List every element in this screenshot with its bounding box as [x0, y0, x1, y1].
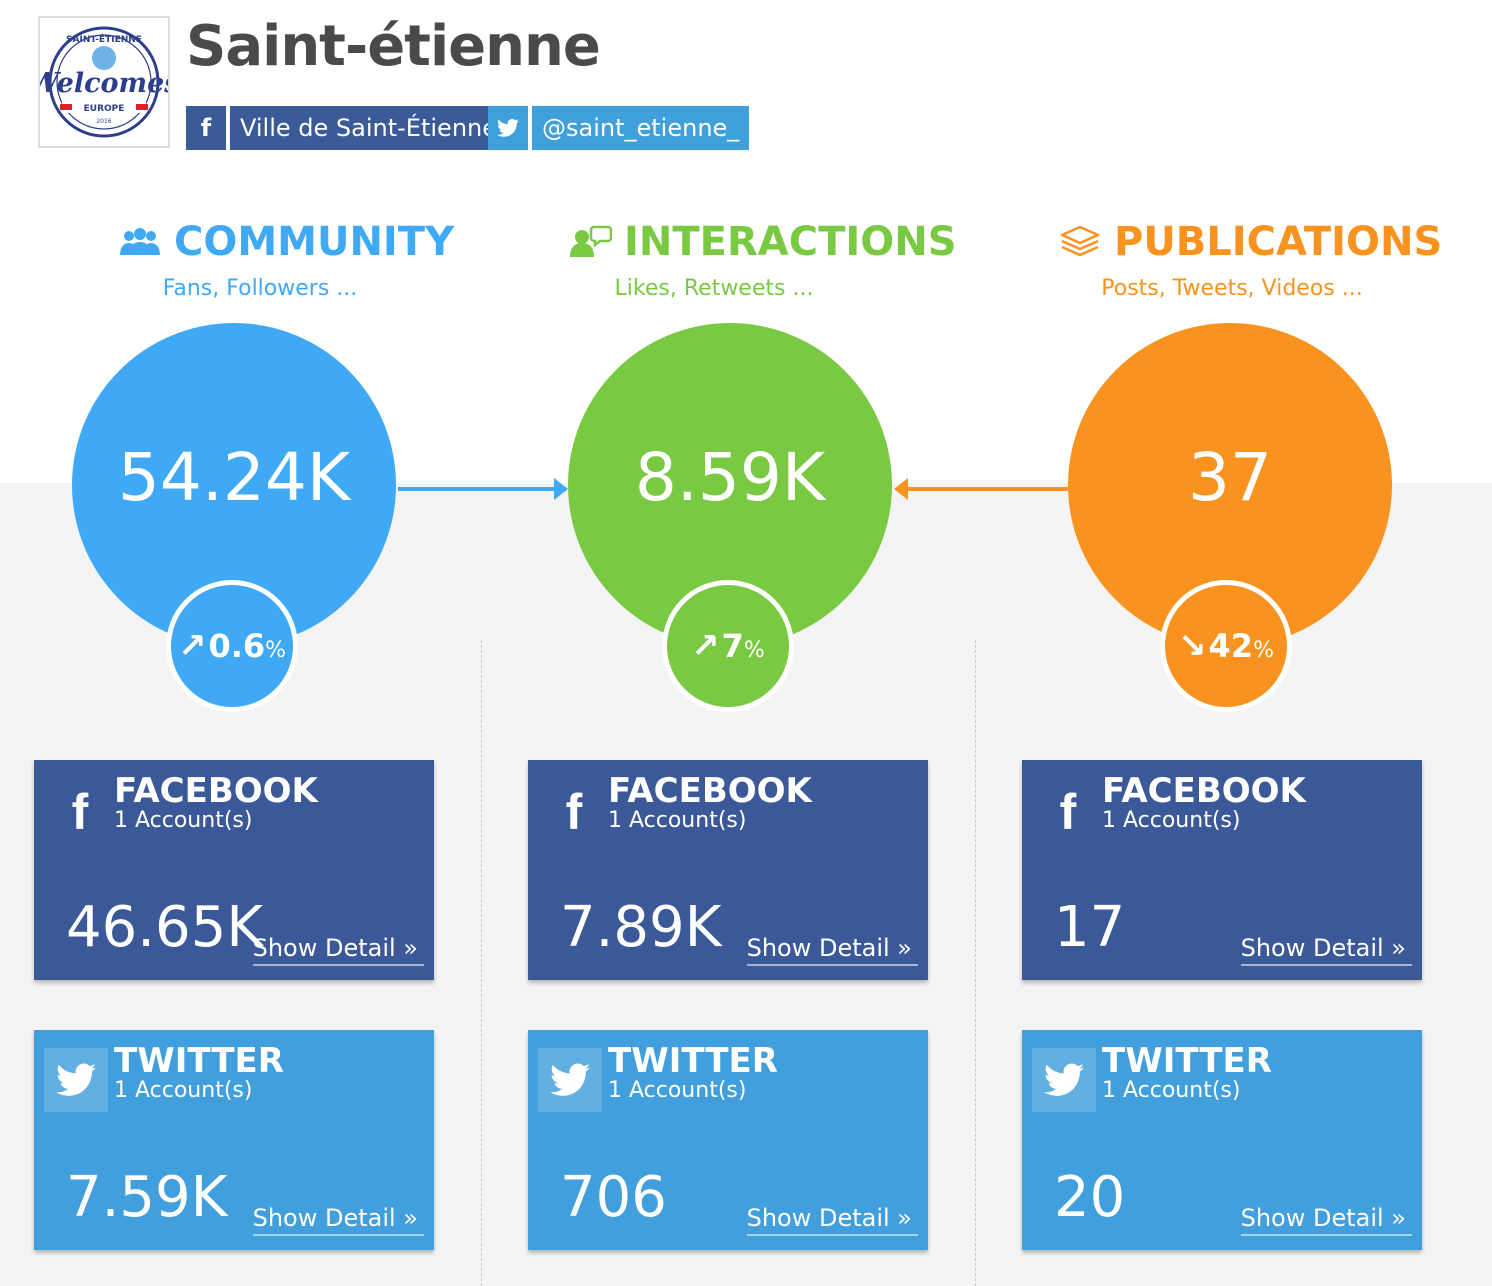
card-network: TWITTER: [608, 1041, 778, 1081]
users-icon: [120, 228, 160, 255]
trend-unit: %: [265, 637, 287, 663]
show-detail-link[interactable]: Show Detail »: [252, 934, 424, 966]
facebook-icon: f: [71, 784, 89, 840]
facebook-icon: f: [565, 784, 583, 840]
twitter-profile-label: @saint_etienne_: [532, 106, 750, 150]
column-divider: [481, 640, 482, 1286]
trend-up-icon: ↗: [177, 626, 207, 666]
trend-value: 0.6: [208, 627, 266, 665]
card-value: 7.59K: [66, 1165, 228, 1230]
section-subtitle: Fans, Followers ...: [162, 276, 358, 301]
community-twitter-card: TWITTER 1 Account(s) 7.59K Show Detail »: [34, 1030, 434, 1250]
facebook-icon: f: [186, 106, 226, 150]
interactions-trend-badge: ↗ 7%: [662, 580, 794, 712]
section-title: INTERACTIONS: [624, 219, 957, 265]
card-accounts: 1 Account(s): [114, 1078, 253, 1103]
card-network: TWITTER: [114, 1041, 284, 1081]
twitter-profile-link[interactable]: @saint_etienne_: [488, 106, 750, 150]
trend-unit: %: [743, 637, 765, 663]
interactions-total: 8.59K: [634, 438, 826, 516]
card-value: 17: [1054, 895, 1126, 960]
trend-value: 7: [721, 627, 744, 665]
community-trend-badge: ↗ 0.6%: [166, 580, 298, 712]
chat-user-icon: [570, 225, 612, 257]
page-title: Saint-étienne: [186, 14, 601, 79]
svg-text:Welcomes: Welcomes: [40, 68, 168, 99]
trend-up-icon: ↗: [691, 626, 720, 666]
publications-heading: PUBLICATIONS: [1058, 212, 1442, 272]
twitter-icon: [538, 1048, 602, 1112]
card-value: 706: [560, 1165, 667, 1230]
card-network: FACEBOOK: [608, 771, 812, 811]
interactions-facebook-card: f FACEBOOK 1 Account(s) 7.89K Show Detai…: [528, 760, 928, 980]
section-subtitle: Posts, Tweets, Videos ...: [1101, 276, 1363, 301]
section-title: COMMUNITY: [174, 219, 455, 265]
show-detail-link[interactable]: Show Detail »: [746, 934, 918, 966]
card-value: 46.65K: [66, 895, 264, 960]
facebook-profile-label: Ville de Saint-Étienne: [230, 106, 508, 150]
trend-down-icon: ↘: [1178, 626, 1207, 666]
card-network: TWITTER: [1102, 1041, 1272, 1081]
card-value: 7.89K: [560, 895, 722, 960]
layers-icon: [1060, 225, 1100, 257]
interactions-heading: INTERACTIONS: [568, 212, 957, 272]
section-subtitle: Likes, Retweets ...: [614, 276, 814, 301]
publications-trend-badge: ↘ 42%: [1160, 580, 1292, 712]
svg-text:EUROPE: EUROPE: [84, 104, 125, 114]
community-total-circle: 54.24K: [72, 323, 396, 647]
publications-facebook-card: f FACEBOOK 1 Account(s) 17 Show Detail »: [1022, 760, 1422, 980]
card-accounts: 1 Account(s): [608, 1078, 747, 1103]
svg-text:2016: 2016: [96, 118, 111, 125]
card-accounts: 1 Account(s): [608, 808, 747, 833]
facebook-icon: f: [1059, 784, 1077, 840]
column-divider: [975, 640, 976, 1286]
flow-arrow-left: [894, 478, 1068, 500]
community-total: 54.24K: [117, 438, 351, 516]
twitter-icon: [1032, 1048, 1096, 1112]
flow-arrow-right: [398, 478, 568, 500]
publications-twitter-card: TWITTER 1 Account(s) 20 Show Detail »: [1022, 1030, 1422, 1250]
svg-text:SAINT-ÉTIENNE: SAINT-ÉTIENNE: [66, 33, 142, 45]
twitter-icon: [488, 106, 528, 150]
card-value: 20: [1054, 1165, 1126, 1230]
profile-logo: SAINT-ÉTIENNE Welcomes EUROPE 2016: [38, 16, 170, 148]
card-network: FACEBOOK: [1102, 771, 1306, 811]
show-detail-link[interactable]: Show Detail »: [1240, 1204, 1412, 1236]
section-title: PUBLICATIONS: [1114, 219, 1443, 265]
trend-value: 42: [1208, 627, 1254, 665]
card-accounts: 1 Account(s): [1102, 808, 1241, 833]
show-detail-link[interactable]: Show Detail »: [1240, 934, 1412, 966]
interactions-twitter-card: TWITTER 1 Account(s) 706 Show Detail »: [528, 1030, 928, 1250]
facebook-profile-link[interactable]: f Ville de Saint-Étienne: [186, 106, 508, 150]
community-heading: COMMUNITY: [118, 212, 454, 272]
show-detail-link[interactable]: Show Detail »: [252, 1204, 424, 1236]
show-detail-link[interactable]: Show Detail »: [746, 1204, 918, 1236]
card-accounts: 1 Account(s): [114, 808, 253, 833]
card-accounts: 1 Account(s): [1102, 1078, 1241, 1103]
twitter-icon: [44, 1048, 108, 1112]
publications-total: 37: [1188, 438, 1272, 516]
community-facebook-card: f FACEBOOK 1 Account(s) 46.65K Show Deta…: [34, 760, 434, 980]
trend-unit: %: [1253, 637, 1274, 663]
card-network: FACEBOOK: [114, 771, 318, 811]
